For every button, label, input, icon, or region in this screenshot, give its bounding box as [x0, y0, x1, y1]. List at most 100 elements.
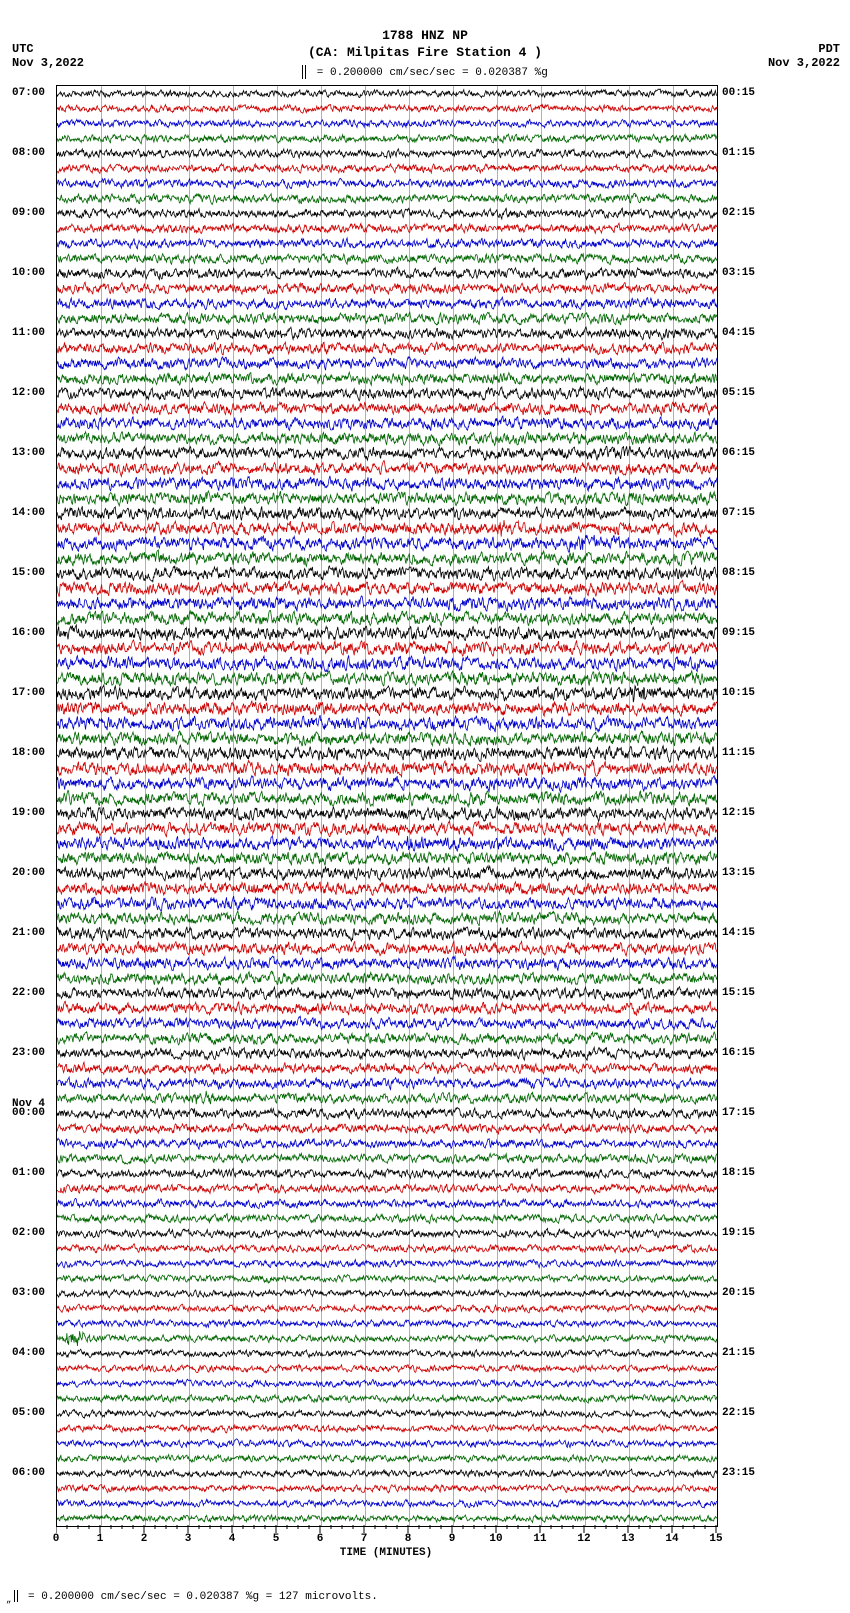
seismic-trace	[57, 1184, 717, 1223]
seismic-trace	[57, 824, 717, 863]
seismic-trace	[57, 584, 717, 623]
hour-label-left: 19:00	[12, 807, 180, 819]
x-tick-label: 6	[317, 1533, 324, 1545]
seismic-trace	[57, 344, 717, 383]
seismic-trace	[57, 704, 717, 743]
hour-label-right: 10:15	[722, 687, 755, 699]
hour-label-right: 13:15	[722, 867, 755, 879]
hour-label-left: 14:00	[12, 507, 180, 519]
hour-label-right: 20:15	[722, 1287, 755, 1299]
x-tick-label: 1	[97, 1533, 104, 1545]
gridline	[189, 86, 190, 1526]
x-tick-label: 12	[577, 1533, 590, 1545]
title-line2: (CA: Milpitas Fire Station 4 )	[0, 45, 850, 62]
seismogram-container: UTC Nov 3,2022 PDT Nov 3,2022 1788 HNZ N…	[0, 0, 850, 1613]
hour-label-left: 03:00	[12, 1287, 180, 1299]
hour-label-right: 00:15	[722, 87, 755, 99]
seismic-trace	[57, 104, 717, 143]
hour-label-right: 14:15	[722, 927, 755, 939]
x-tick-label: 8	[405, 1533, 412, 1545]
x-tick-label: 15	[709, 1533, 722, 1545]
seismic-trace	[57, 884, 717, 923]
hour-label-left: 09:00	[12, 207, 180, 219]
hour-label-right: 23:15	[722, 1467, 755, 1479]
plot-title: 1788 HNZ NP (CA: Milpitas Fire Station 4…	[0, 28, 850, 62]
x-tick-label: 14	[665, 1533, 678, 1545]
hour-label-right: 22:15	[722, 1407, 755, 1419]
gridline	[629, 86, 630, 1526]
hour-label-left: 02:00	[12, 1227, 180, 1239]
hour-label-right: 15:15	[722, 987, 755, 999]
footer-bar-icon	[14, 1590, 18, 1602]
seismic-trace	[57, 524, 717, 563]
hour-label-left: 10:00	[12, 267, 180, 279]
footer-tick-icon: „	[6, 1595, 11, 1605]
seismic-trace	[57, 164, 717, 203]
x-tick-label: 10	[489, 1533, 502, 1545]
hour-label-right: 08:15	[722, 567, 755, 579]
x-axis-ticks	[56, 1525, 718, 1543]
hour-label-right: 04:15	[722, 327, 755, 339]
hour-label-right: 07:15	[722, 507, 755, 519]
seismic-trace	[57, 1424, 717, 1463]
hour-label-left: 04:00	[12, 1347, 180, 1359]
hour-label-right: 16:15	[722, 1047, 755, 1059]
gridline	[497, 86, 498, 1526]
scale-bar-icon	[302, 65, 306, 79]
seismic-trace	[57, 1304, 717, 1343]
hour-label-left: 22:00	[12, 987, 180, 999]
footer-scale: „ = 0.200000 cm/sec/sec = 0.020387 %g = …	[6, 1590, 378, 1605]
hour-label-left: 08:00	[12, 147, 180, 159]
date-rollover-label: Nov 4	[12, 1099, 45, 1111]
hour-label-left: 17:00	[12, 687, 180, 699]
hour-label-left: 01:00	[12, 1167, 180, 1179]
seismic-trace	[57, 1364, 717, 1403]
hour-label-left: 12:00	[12, 387, 180, 399]
hour-label-left: 15:00	[12, 567, 180, 579]
gridline	[585, 86, 586, 1526]
hour-label-right: 05:15	[722, 387, 755, 399]
gridline	[541, 86, 542, 1526]
x-tick-label: 11	[533, 1533, 546, 1545]
seismic-trace	[57, 224, 717, 263]
seismic-trace	[57, 1244, 717, 1283]
hour-label-left: 13:00	[12, 447, 180, 459]
x-tick-label: 3	[185, 1533, 192, 1545]
scale-text: = 0.200000 cm/sec/sec = 0.020387 %g	[0, 65, 850, 79]
gridline	[233, 86, 234, 1526]
x-tick-label: 5	[273, 1533, 280, 1545]
title-line1: 1788 HNZ NP	[0, 28, 850, 45]
hour-label-right: 17:15	[722, 1107, 755, 1119]
footer-text: = 0.200000 cm/sec/sec = 0.020387 %g = 12…	[21, 1591, 377, 1603]
x-tick-label: 0	[53, 1533, 60, 1545]
hour-label-right: 19:15	[722, 1227, 755, 1239]
hour-label-right: 18:15	[722, 1167, 755, 1179]
x-tick-label: 4	[229, 1533, 236, 1545]
x-tick-label: 7	[361, 1533, 368, 1545]
seismic-trace	[57, 944, 717, 983]
seismic-trace	[57, 1064, 717, 1103]
hour-label-left: 06:00	[12, 1467, 180, 1479]
hour-label-right: 12:15	[722, 807, 755, 819]
x-axis-label: TIME (MINUTES)	[56, 1547, 716, 1559]
x-tick-label: 9	[449, 1533, 456, 1545]
hour-label-right: 09:15	[722, 627, 755, 639]
gridline	[453, 86, 454, 1526]
gridline	[673, 86, 674, 1526]
hour-label-left: 20:00	[12, 867, 180, 879]
gridline	[409, 86, 410, 1526]
hour-label-left: 16:00	[12, 627, 180, 639]
hour-label-right: 01:15	[722, 147, 755, 159]
hour-label-right: 06:15	[722, 447, 755, 459]
hour-label-left: 21:00	[12, 927, 180, 939]
seismic-trace	[57, 1004, 717, 1043]
hour-label-right: 11:15	[722, 747, 755, 759]
gridline	[321, 86, 322, 1526]
x-tick-label: 2	[141, 1533, 148, 1545]
seismic-trace	[57, 764, 717, 803]
hour-label-right: 03:15	[722, 267, 755, 279]
hour-label-left: 07:00	[12, 87, 180, 99]
seismic-trace	[57, 404, 717, 443]
hour-label-left: 11:00	[12, 327, 180, 339]
seismic-trace	[57, 1124, 717, 1163]
